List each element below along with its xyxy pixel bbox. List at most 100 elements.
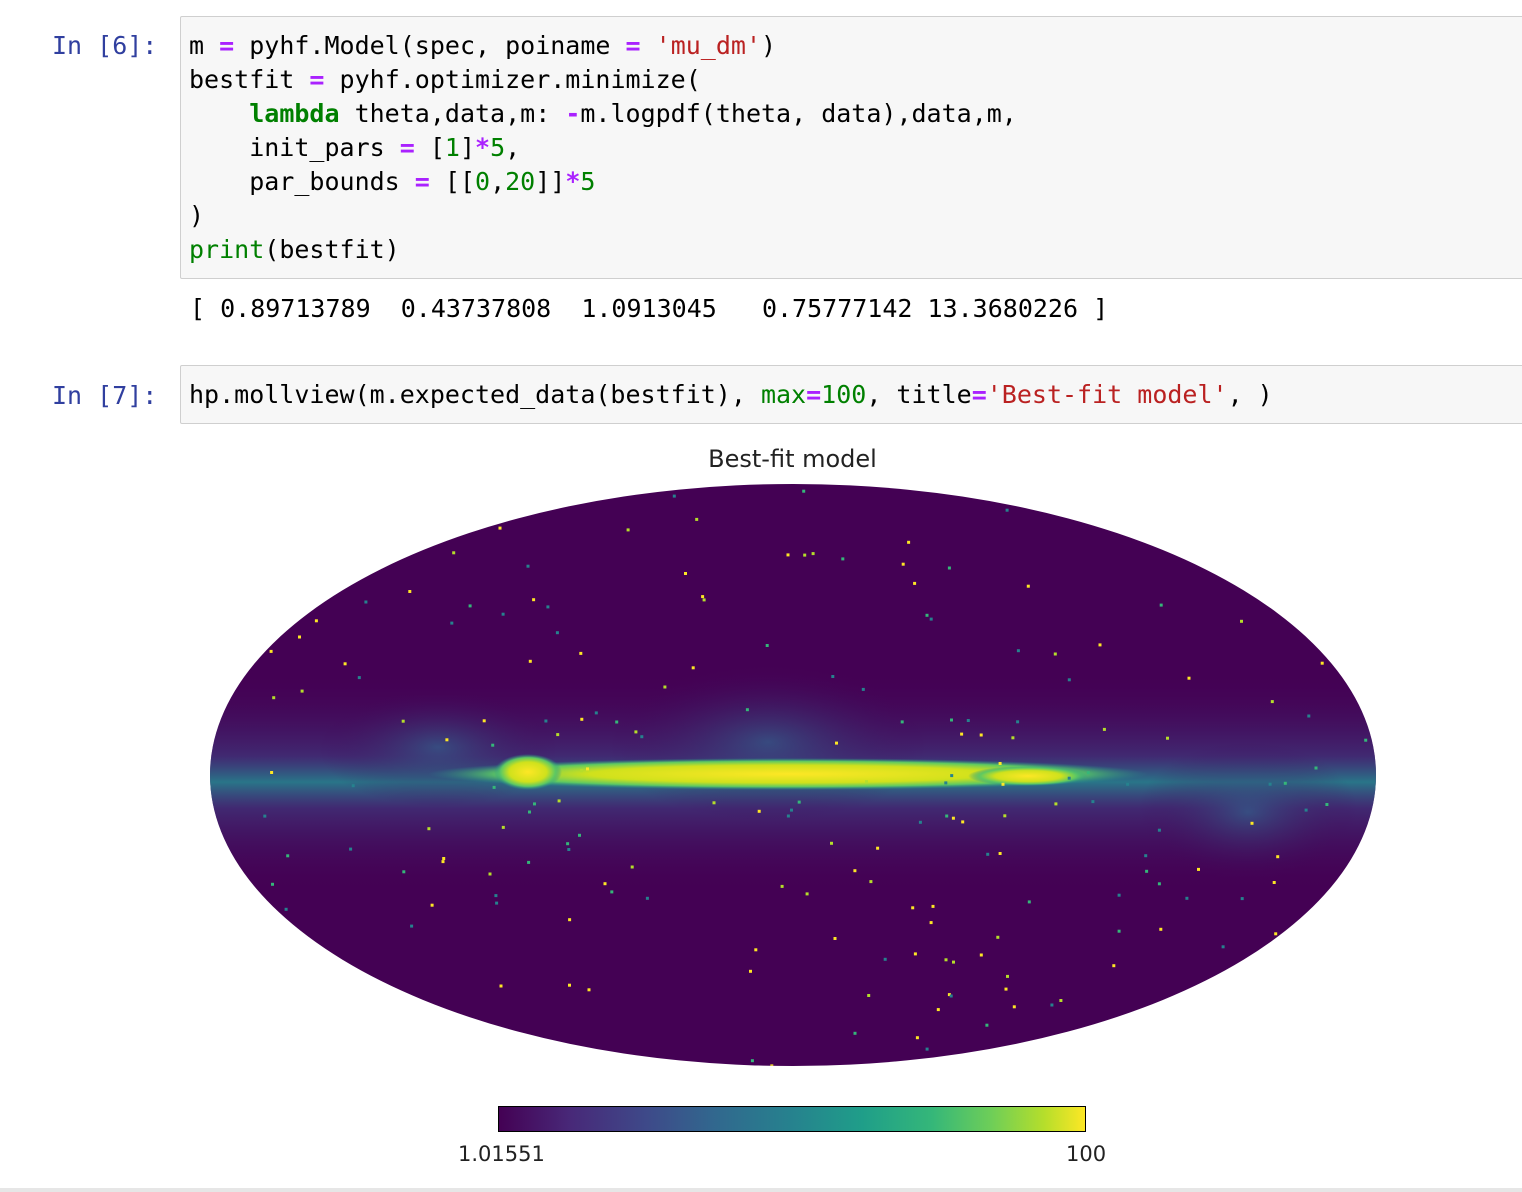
point-source — [1276, 855, 1280, 859]
point-source — [803, 553, 807, 557]
point-source — [286, 854, 290, 858]
point-source — [492, 785, 496, 789]
cell-7-input[interactable]: hp.mollview(m.expected_data(bestfit), ma… — [180, 365, 1522, 424]
point-source — [555, 631, 559, 635]
point-source — [430, 903, 434, 907]
point-source — [427, 827, 431, 831]
mollweide-sky-map — [210, 484, 1376, 1066]
point-source — [1012, 1005, 1016, 1009]
point-source — [645, 896, 649, 900]
right-diffuse-region — [1138, 742, 1358, 882]
point-source — [640, 735, 644, 739]
point-source — [702, 598, 706, 602]
point-source — [950, 774, 954, 778]
point-source — [615, 720, 619, 724]
point-source — [1157, 828, 1161, 832]
point-source — [1026, 584, 1030, 588]
point-source — [1240, 897, 1244, 901]
point-source — [780, 884, 784, 888]
point-source — [841, 557, 845, 561]
point-source — [811, 552, 815, 556]
point-source — [684, 572, 687, 575]
point-source — [952, 960, 955, 964]
point-source — [1250, 821, 1254, 825]
point-source — [853, 1031, 857, 1035]
point-source — [271, 882, 274, 886]
point-source — [533, 802, 536, 806]
point-source — [672, 494, 676, 498]
point-source — [947, 993, 951, 997]
point-source — [712, 801, 716, 805]
point-source — [947, 566, 951, 570]
colorbar — [498, 1106, 1086, 1132]
point-source — [587, 988, 591, 992]
point-source — [532, 598, 536, 602]
point-source — [802, 489, 806, 493]
point-source — [945, 814, 949, 818]
point-source — [284, 907, 288, 911]
point-source — [634, 730, 638, 734]
point-source — [1364, 738, 1368, 742]
point-source — [1159, 603, 1163, 607]
colorbar-max-label: 100 — [1066, 1142, 1107, 1166]
point-source — [528, 810, 531, 814]
point-source — [1187, 676, 1191, 680]
point-source — [998, 852, 1002, 855]
point-source — [770, 1064, 774, 1066]
point-sources — [263, 489, 1368, 1066]
point-source — [1001, 782, 1005, 786]
point-source — [1145, 869, 1149, 873]
point-source — [526, 564, 530, 568]
point-source — [961, 820, 965, 824]
point-source — [586, 767, 589, 771]
point-source — [996, 935, 1000, 939]
point-source — [950, 718, 953, 722]
point-source — [695, 517, 699, 521]
point-source — [1027, 900, 1031, 904]
point-source — [1011, 736, 1015, 740]
cell-6-input[interactable]: m = pyhf.Model(spec, poiname = 'mu_dm') b… — [180, 16, 1522, 279]
point-source — [351, 784, 355, 788]
point-source — [786, 553, 790, 557]
point-source — [745, 708, 749, 712]
point-source — [979, 953, 983, 957]
point-source — [298, 635, 301, 639]
point-source — [1091, 800, 1095, 804]
point-source — [501, 612, 505, 616]
colorbar-min-label: 1.01551 — [458, 1142, 545, 1166]
page-bottom-rule — [0, 1188, 1522, 1192]
point-source — [986, 852, 990, 856]
point-source — [831, 675, 835, 678]
point-source — [270, 771, 274, 774]
cell-7-code[interactable]: hp.mollview(m.expected_data(bestfit), ma… — [189, 380, 1273, 409]
point-source — [1221, 945, 1225, 949]
point-source — [495, 901, 499, 905]
point-source — [915, 1036, 919, 1040]
point-source — [556, 733, 560, 737]
point-source — [1307, 714, 1311, 718]
point-source — [985, 1023, 989, 1027]
point-source — [1050, 1003, 1054, 1007]
point-source — [482, 719, 486, 723]
point-source — [1157, 882, 1161, 886]
point-source — [300, 689, 304, 693]
point-source — [410, 924, 414, 928]
point-source — [797, 800, 801, 804]
point-source — [441, 860, 445, 864]
point-source — [1016, 649, 1020, 653]
point-source — [911, 906, 915, 910]
point-source — [272, 696, 276, 700]
point-source — [1053, 652, 1057, 656]
point-source — [663, 685, 667, 689]
cell-6-code[interactable]: m = pyhf.Model(spec, poiname = 'mu_dm') b… — [189, 31, 1017, 264]
point-source — [1059, 999, 1063, 1002]
point-source — [610, 890, 614, 894]
point-source — [876, 846, 880, 850]
point-source — [765, 644, 769, 647]
bright-region-left — [494, 754, 562, 790]
point-source — [1006, 974, 1009, 978]
cell-6-output: [ 0.89713789 0.43737808 1.0913045 0.7577… — [190, 294, 1109, 323]
point-source — [501, 825, 505, 829]
point-source — [494, 894, 498, 898]
point-source — [1283, 781, 1287, 785]
